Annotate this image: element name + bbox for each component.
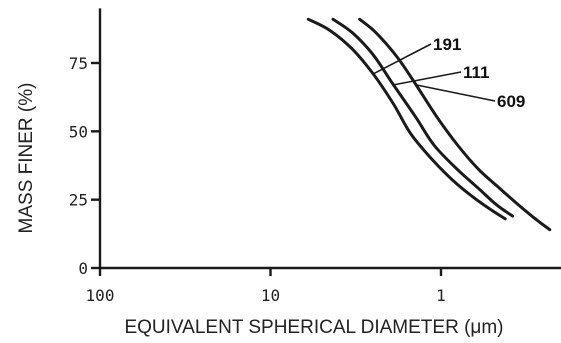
y-tick-label: 75: [69, 54, 88, 73]
y-tick-label: 25: [69, 191, 88, 210]
x-tick-label: 1: [436, 286, 446, 305]
curves: [306, 17, 552, 232]
leader-line-111: [393, 71, 462, 86]
leader-line-609: [415, 84, 496, 102]
axes: [98, 8, 561, 270]
y-tick-label: 50: [69, 122, 88, 141]
x-ticks: 100 10 1: [86, 268, 446, 305]
leader-line-191: [372, 43, 432, 75]
series-label-191: 191: [433, 35, 461, 54]
series-line-111: [331, 17, 515, 218]
y-ticks: 0 25 50 75: [69, 54, 100, 278]
y-tick-label: 0: [78, 259, 88, 278]
series-label-609: 609: [497, 92, 525, 111]
y-axis-title: MASS FINER (%): [16, 83, 37, 234]
x-tick-label: 100: [86, 286, 115, 305]
x-axis-title: EQUIVALENT SPHERICAL DIAMETER (μm): [124, 317, 503, 338]
series-line-191: [306, 17, 507, 221]
x-tick-label: 10: [261, 286, 280, 305]
series-line-609: [358, 17, 552, 232]
series-label-111: 111: [463, 63, 490, 82]
